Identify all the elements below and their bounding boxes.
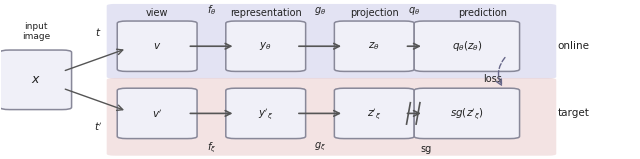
Text: $v$: $v$: [153, 41, 161, 51]
FancyBboxPatch shape: [226, 21, 306, 71]
Text: $f_{\xi}$: $f_{\xi}$: [207, 141, 216, 155]
Text: $t$: $t$: [95, 27, 102, 38]
Text: $y'_{\xi}$: $y'_{\xi}$: [258, 106, 273, 121]
Text: prediction: prediction: [458, 8, 508, 18]
Text: $f_{\theta}$: $f_{\theta}$: [207, 3, 216, 17]
Text: online: online: [557, 41, 589, 51]
Text: $g_{\theta}$: $g_{\theta}$: [314, 5, 326, 17]
FancyBboxPatch shape: [117, 21, 197, 71]
FancyBboxPatch shape: [117, 88, 197, 139]
Text: input
image: input image: [22, 22, 50, 41]
Text: $t'$: $t'$: [94, 121, 103, 133]
FancyBboxPatch shape: [334, 88, 414, 139]
Text: sg: sg: [420, 144, 431, 154]
Text: $x$: $x$: [31, 73, 41, 86]
Text: projection: projection: [350, 8, 399, 18]
Text: $v'$: $v'$: [152, 107, 163, 120]
Text: $z'_{\xi}$: $z'_{\xi}$: [367, 106, 381, 121]
FancyBboxPatch shape: [107, 4, 556, 79]
FancyArrowPatch shape: [497, 58, 505, 85]
Text: view: view: [146, 8, 168, 18]
FancyBboxPatch shape: [414, 21, 520, 71]
Text: $q_{\theta}(z_{\theta})$: $q_{\theta}(z_{\theta})$: [452, 39, 482, 53]
Text: $sg(z'_{\xi})$: $sg(z'_{\xi})$: [450, 106, 484, 121]
Text: representation: representation: [230, 8, 301, 18]
Text: $z_{\theta}$: $z_{\theta}$: [369, 40, 380, 52]
FancyBboxPatch shape: [0, 50, 72, 110]
Text: $q_{\theta}$: $q_{\theta}$: [408, 5, 420, 17]
Text: $y_{\theta}$: $y_{\theta}$: [259, 40, 272, 52]
FancyBboxPatch shape: [334, 21, 414, 71]
FancyBboxPatch shape: [226, 88, 306, 139]
Text: $g_{\xi}$: $g_{\xi}$: [314, 141, 326, 153]
Text: target: target: [557, 108, 589, 118]
Text: loss: loss: [483, 74, 502, 84]
FancyBboxPatch shape: [107, 78, 556, 156]
FancyBboxPatch shape: [414, 88, 520, 139]
